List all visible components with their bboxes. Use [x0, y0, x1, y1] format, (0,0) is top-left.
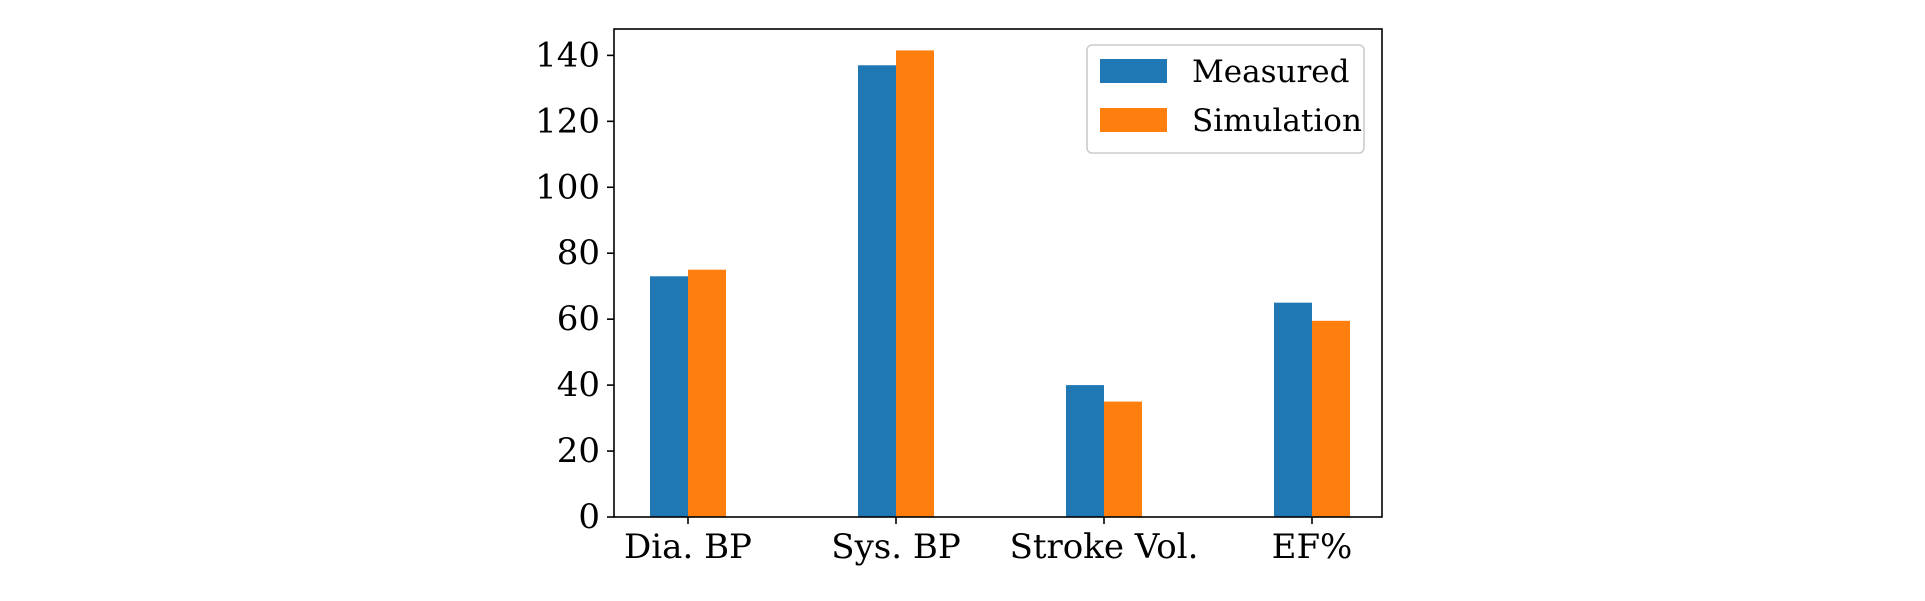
y-tick-label: 100 [535, 167, 600, 207]
bar-simulation-0 [688, 269, 726, 517]
bar-measured-2 [1066, 385, 1104, 517]
legend-swatch-simulation [1100, 108, 1167, 132]
bars-layer [650, 50, 1350, 518]
x-tick-label: Sys. BP [831, 527, 960, 567]
y-tick-label: 120 [535, 101, 600, 141]
legend-label-simulation: Simulation [1192, 103, 1362, 139]
y-tick-label: 60 [557, 299, 600, 339]
bar-measured-0 [650, 276, 688, 517]
y-tick-label: 40 [557, 365, 600, 405]
y-tick-label: 140 [535, 35, 600, 75]
x-tick-label: EF% [1272, 527, 1353, 567]
x-tick-label: Stroke Vol. [1010, 527, 1199, 567]
legend-swatch-measured [1100, 59, 1167, 83]
y-tick-label: 20 [557, 431, 600, 471]
y-tick-label: 0 [578, 497, 600, 537]
bar-simulation-2 [1104, 401, 1142, 517]
y-tick-label: 80 [557, 233, 600, 273]
legend-label-measured: Measured [1192, 54, 1349, 90]
bar-measured-3 [1274, 302, 1312, 517]
bar-simulation-1 [896, 50, 934, 517]
axes-layer: 0 20 40 60 80 100 120 140 Dia. BP Sys. BP Stroke V… [535, 28, 1383, 567]
plot-frame [613, 28, 1383, 518]
x-tick-label: Dia. BP [624, 527, 752, 567]
bar-measured-1 [858, 65, 896, 518]
bar-simulation-3 [1312, 320, 1350, 517]
legend: Measured Simulation [1086, 44, 1365, 154]
